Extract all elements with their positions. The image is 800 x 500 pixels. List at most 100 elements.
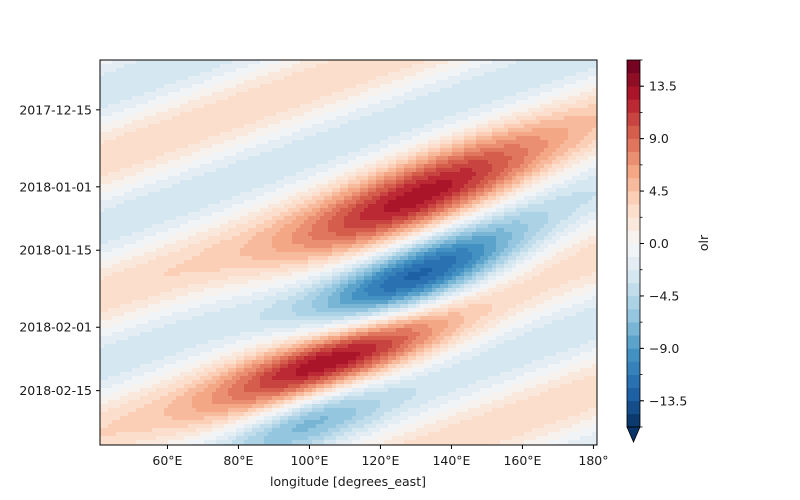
field-cell xyxy=(520,116,525,121)
field-cell xyxy=(108,204,113,209)
field-cell xyxy=(364,136,369,141)
field-cell xyxy=(420,160,425,165)
field-cell xyxy=(208,176,213,181)
field-cell xyxy=(588,192,593,197)
field-cell xyxy=(568,80,573,85)
field-cell xyxy=(200,216,205,221)
field-cell xyxy=(352,180,357,185)
field-cell xyxy=(248,196,253,201)
field-cell xyxy=(476,112,481,117)
field-cell xyxy=(580,196,585,201)
field-cell xyxy=(420,80,425,85)
field-cell xyxy=(144,140,149,145)
field-cell xyxy=(528,84,533,89)
field-cell xyxy=(144,188,149,193)
field-cell xyxy=(128,176,133,181)
field-cell xyxy=(324,212,329,217)
field-cell xyxy=(396,136,401,141)
field-cell xyxy=(152,212,157,217)
field-cell xyxy=(492,112,497,117)
field-cell xyxy=(524,216,529,221)
field-cell xyxy=(208,72,213,77)
field-cell xyxy=(508,64,513,69)
field-cell xyxy=(440,84,445,89)
field-cell xyxy=(540,172,545,177)
field-cell xyxy=(148,60,153,65)
field-cell xyxy=(268,120,273,125)
field-cell xyxy=(168,148,173,153)
field-cell xyxy=(456,64,461,69)
field-cell xyxy=(396,68,401,73)
field-cell xyxy=(144,136,149,141)
field-cell xyxy=(252,108,257,113)
field-cell xyxy=(436,64,441,69)
field-cell xyxy=(112,92,117,97)
field-cell xyxy=(112,68,117,73)
field-cell xyxy=(468,92,473,97)
field-cell xyxy=(184,64,189,69)
field-cell xyxy=(404,200,409,205)
field-cell xyxy=(156,108,161,113)
field-cell xyxy=(356,116,361,121)
field-cell xyxy=(448,124,453,129)
field-cell xyxy=(344,132,349,137)
field-cell xyxy=(264,216,269,221)
field-cell xyxy=(308,204,313,209)
field-cell xyxy=(204,60,209,65)
field-cell xyxy=(236,96,241,101)
field-cell xyxy=(172,88,177,93)
field-cell xyxy=(496,136,501,141)
field-cell xyxy=(540,104,545,109)
field-cell xyxy=(512,116,517,121)
field-cell xyxy=(308,80,313,85)
field-cell xyxy=(292,116,297,121)
field-cell xyxy=(212,196,217,201)
field-cell xyxy=(460,200,465,205)
field-cell xyxy=(548,140,553,145)
field-cell xyxy=(116,60,121,65)
field-cell xyxy=(240,64,245,69)
field-cell xyxy=(504,196,509,201)
field-cell xyxy=(184,160,189,165)
field-cell xyxy=(512,172,517,177)
field-cell xyxy=(436,72,441,77)
field-cell xyxy=(532,196,537,201)
field-cell xyxy=(392,152,397,157)
field-cell xyxy=(456,80,461,85)
field-cell xyxy=(576,164,581,169)
field-cell xyxy=(420,192,425,197)
field-cell xyxy=(448,184,453,189)
field-cell xyxy=(516,156,521,161)
field-cell xyxy=(284,160,289,165)
field-cell xyxy=(136,108,141,113)
field-cell xyxy=(524,72,529,77)
field-cell xyxy=(164,92,169,97)
field-cell xyxy=(560,128,565,133)
field-cell xyxy=(156,96,161,101)
field-cell xyxy=(272,136,277,141)
field-cell xyxy=(252,88,257,93)
field-cell xyxy=(124,208,129,213)
field-cell xyxy=(220,140,225,145)
field-cell xyxy=(244,192,249,197)
field-cell xyxy=(472,92,477,97)
field-cell xyxy=(268,64,273,69)
field-cell xyxy=(416,136,421,141)
field-cell xyxy=(576,132,581,137)
field-cell xyxy=(256,108,261,113)
field-cell xyxy=(300,76,305,81)
field-cell xyxy=(336,88,341,93)
field-cell xyxy=(404,64,409,69)
field-cell xyxy=(332,76,337,81)
field-cell xyxy=(276,136,281,141)
field-cell xyxy=(180,120,185,125)
field-cell xyxy=(424,156,429,161)
field-cell xyxy=(336,192,341,197)
field-cell xyxy=(236,144,241,149)
field-cell xyxy=(148,204,153,209)
field-cell xyxy=(404,116,409,121)
field-cell xyxy=(408,112,413,117)
field-cell xyxy=(452,80,457,85)
field-cell xyxy=(152,76,157,81)
field-cell xyxy=(136,152,141,157)
